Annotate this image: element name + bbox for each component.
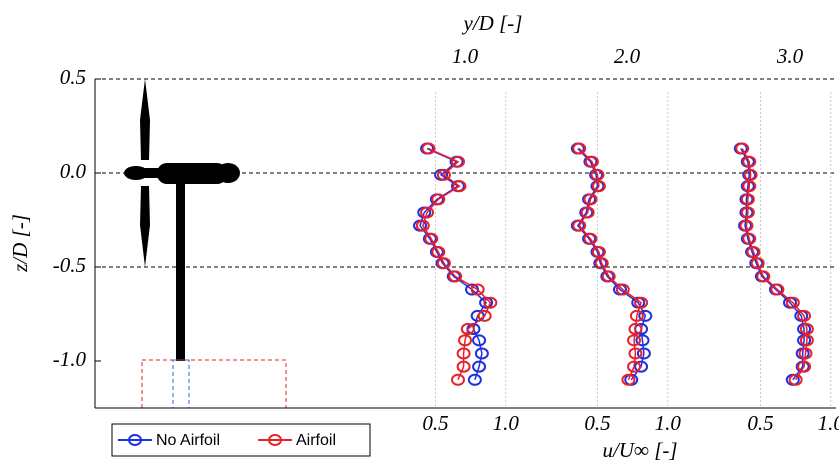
marker	[450, 373, 465, 386]
x-tick-label: 0.5	[747, 411, 773, 435]
marker	[452, 180, 467, 193]
x-tick-label: 1.0	[493, 411, 520, 435]
marker	[572, 142, 587, 155]
marker	[436, 257, 451, 270]
marker	[421, 142, 436, 155]
marker	[477, 309, 492, 322]
marker	[627, 334, 642, 347]
profile-line	[576, 148, 647, 381]
profile-line	[740, 148, 805, 381]
marker	[739, 219, 754, 232]
legend-label: Airfoil	[296, 432, 336, 449]
legend-marker	[268, 434, 282, 446]
marker	[594, 257, 609, 270]
marker	[456, 347, 471, 360]
marker	[415, 219, 430, 232]
x-label: u/U∞ [-]	[602, 438, 677, 461]
y-tick-label: 0.0	[60, 159, 87, 183]
marker	[634, 360, 649, 373]
marker	[635, 334, 650, 347]
y-tick-label: -0.5	[53, 253, 86, 277]
marker	[483, 296, 498, 309]
marker	[591, 245, 606, 258]
marker	[797, 360, 812, 373]
legend	[111, 423, 371, 457]
turbine-sketch	[124, 79, 240, 361]
marker	[584, 155, 599, 168]
marker	[583, 193, 598, 206]
marker	[799, 323, 814, 336]
panel-title: 1.0	[452, 44, 479, 68]
marker	[742, 232, 757, 245]
marker	[436, 168, 451, 181]
marker	[448, 270, 463, 283]
marker	[628, 347, 643, 360]
marker	[420, 206, 435, 219]
marker	[431, 245, 446, 258]
x-tick-label: 1.0	[818, 411, 839, 435]
marker	[472, 334, 487, 347]
marker	[601, 270, 616, 283]
profile-line	[422, 147, 492, 381]
x-tick-label: 0.5	[422, 411, 448, 435]
marker	[470, 283, 485, 296]
legend-label: No Airfoil	[156, 432, 220, 449]
marker	[431, 193, 446, 206]
marker	[799, 334, 814, 347]
marker	[740, 206, 755, 219]
marker	[627, 360, 642, 373]
marker	[742, 180, 757, 193]
marker	[788, 373, 803, 386]
y-label: z/D [-]	[8, 214, 32, 273]
marker	[746, 245, 761, 258]
marker	[424, 232, 439, 245]
marker	[458, 334, 473, 347]
top-label: y/D [-]	[462, 11, 523, 35]
marker	[735, 142, 750, 155]
marker	[798, 347, 813, 360]
marker	[467, 373, 482, 386]
marker	[756, 270, 771, 283]
marker	[583, 232, 598, 245]
marker	[460, 323, 475, 336]
marker	[621, 373, 636, 386]
red-box	[141, 359, 287, 409]
marker	[580, 206, 595, 219]
profile-line	[741, 148, 808, 381]
marker	[742, 155, 757, 168]
x-tick-label: 0.5	[584, 411, 610, 435]
marker	[785, 296, 800, 309]
y-tick-label: -1.0	[53, 347, 87, 371]
marker	[770, 283, 785, 296]
blue-box	[172, 359, 190, 409]
marker	[628, 323, 643, 336]
y-tick-label: 0.5	[60, 65, 86, 89]
marker	[591, 180, 606, 193]
marker	[634, 296, 649, 309]
marker	[472, 360, 487, 373]
x-tick-label: 1.0	[655, 411, 682, 435]
marker	[572, 219, 587, 232]
marker	[743, 168, 758, 181]
marker	[740, 193, 755, 206]
marker	[474, 347, 489, 360]
panel-title: 3.0	[776, 44, 804, 68]
marker	[615, 283, 630, 296]
marker	[590, 168, 605, 181]
marker	[456, 360, 471, 373]
marker	[450, 155, 465, 168]
marker	[797, 309, 812, 322]
marker	[638, 309, 653, 322]
legend-marker	[128, 434, 142, 446]
marker	[629, 309, 644, 322]
marker	[636, 347, 651, 360]
profile-line	[578, 148, 642, 381]
panel-title: 2.0	[614, 44, 641, 68]
marker	[750, 257, 765, 270]
